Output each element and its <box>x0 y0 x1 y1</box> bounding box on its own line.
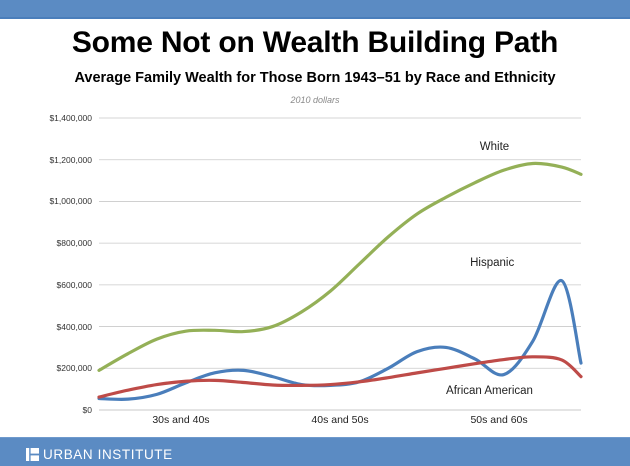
y-axis-tick-label: $1,000,000 <box>49 196 92 207</box>
series-label-white: White <box>479 141 510 154</box>
footer-band-edge <box>0 437 630 438</box>
y-axis-tick-label: $800,000 <box>56 238 92 249</box>
x-axis-tick-label: 50s and 60s <box>470 414 528 426</box>
series-lines <box>97 161 583 401</box>
y-axis-tick-label: $400,000 <box>56 321 92 332</box>
brand-logo: URBAN INSTITUTE <box>26 446 173 462</box>
y-axis-tick-label: $200,000 <box>56 363 92 374</box>
page-subtitle: Average Family Wealth for Those Born 194… <box>74 70 556 86</box>
urban-institute-mark-icon <box>26 447 39 461</box>
gridlines <box>99 117 581 411</box>
units-note: 2010 dollars <box>290 95 340 105</box>
organization-name: URBAN INSTITUTE <box>43 446 173 462</box>
x-axis-tick-label: 40s and 50s <box>311 414 369 426</box>
series-label-hispanic: Hispanic <box>470 257 515 269</box>
page-title: Some Not on Wealth Building Path <box>71 26 559 59</box>
series-label-african-american: African American <box>446 385 533 398</box>
x-axis-tick-label: 30s and 40s <box>152 414 210 426</box>
y-axis-tick-label: $1,200,000 <box>49 154 92 165</box>
header-band-shadow <box>0 17 630 19</box>
footer-band: URBAN INSTITUTE <box>0 438 630 466</box>
header-band <box>0 0 630 17</box>
series-line-white <box>97 161 583 372</box>
y-axis-tick-label: $600,000 <box>56 279 92 290</box>
series-line-african-american <box>97 355 583 399</box>
y-axis-tick-label: $1,400,000 <box>49 113 92 123</box>
y-axis-tick-label: $0 <box>82 405 92 415</box>
